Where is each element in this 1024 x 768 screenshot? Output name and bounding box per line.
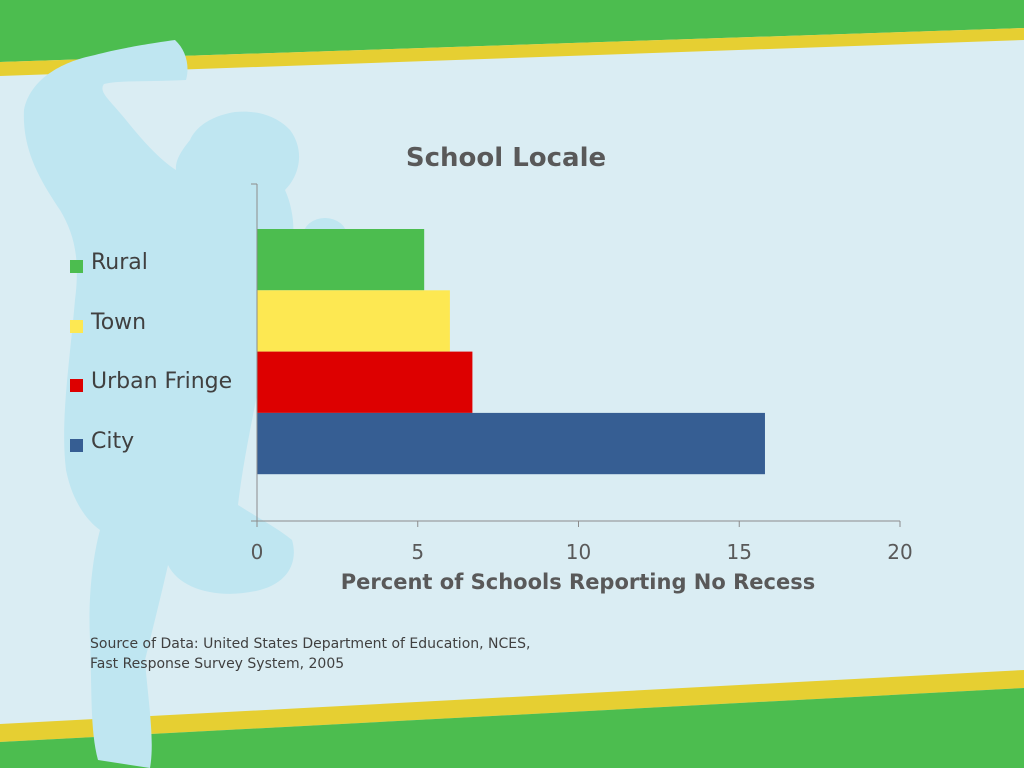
legend-label-city: City (91, 429, 135, 454)
bar-rural (257, 229, 425, 291)
legend-label-rural: Rural (91, 250, 148, 275)
legend-swatch-urban-fringe (70, 379, 83, 392)
legend-swatch-rural (70, 260, 83, 273)
x-tick-label-5: 5 (411, 540, 424, 564)
legend-swatch-city (70, 439, 83, 452)
legend-label-town: Town (91, 310, 147, 335)
x-tick-label-0: 0 (251, 540, 264, 564)
x-tick-label-10: 10 (566, 540, 591, 564)
chart-title: School Locale (405, 143, 607, 173)
bar-urban-fringe (257, 351, 473, 413)
bar-town (257, 290, 450, 352)
bottom-green-band (0, 688, 1024, 768)
x-tick-label-15: 15 (727, 540, 752, 564)
top-green-band (0, 0, 1024, 62)
legend-label-urban-fringe: Urban Fringe (91, 369, 233, 394)
legend-swatch-town (70, 320, 83, 333)
x-axis-label: Percent of Schools Reporting No Recess (340, 570, 816, 594)
top-yellow-stripe (0, 28, 1024, 76)
bar-city (257, 412, 765, 475)
source-line-2: Fast Response Survey System, 2005 (90, 656, 345, 672)
source-line-1: Source of Data: United States Department… (90, 636, 531, 652)
bottom-yellow-stripe (0, 670, 1024, 742)
x-tick-label-20: 20 (887, 540, 912, 564)
source-note: Source of Data: United States Department… (90, 634, 530, 674)
